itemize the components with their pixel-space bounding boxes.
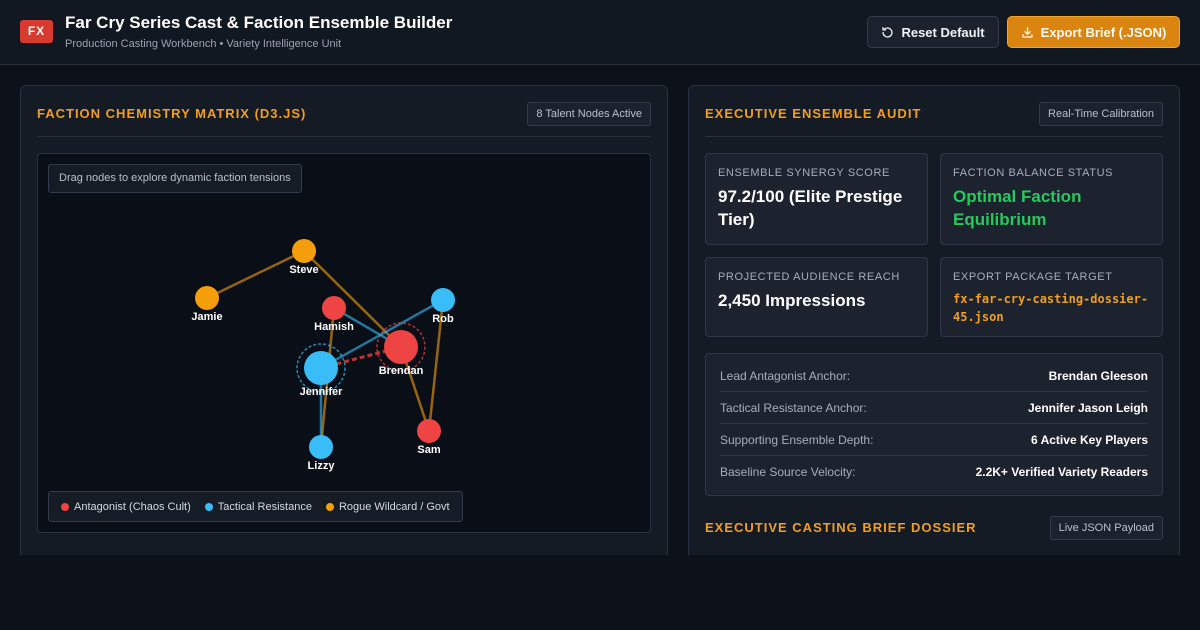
reset-default-label: Reset Default: [901, 24, 985, 40]
node-circle[interactable]: [417, 419, 441, 443]
node-circle[interactable]: [431, 288, 455, 312]
anchor-value: 6 Active Key Players: [1031, 432, 1148, 447]
node-jamie[interactable]: Jamie: [191, 286, 223, 323]
metric-label: ENSEMBLE SYNERGY SCORE: [718, 167, 890, 179]
dossier-title: EXECUTIVE CASTING BRIEF DOSSIER: [705, 520, 977, 535]
node-circle[interactable]: [384, 330, 418, 364]
node-rob[interactable]: Rob: [431, 288, 455, 325]
legend-dot: [204, 502, 213, 511]
metric-value: 2,450 Impressions: [718, 291, 866, 310]
faction-chemistry-panel: FACTION CHEMISTRY MATRIX (D3.JS) 8 Talen…: [20, 85, 668, 555]
anchor-value: 2.2K+ Verified Variety Readers: [975, 465, 1148, 479]
export-target-card: EXPORT PACKAGE TARGET fx-far-cry-casting…: [940, 257, 1163, 337]
metric-label: EXPORT PACKAGE TARGET: [953, 271, 1113, 283]
json-payload-badge: Live JSON Payload: [1049, 516, 1163, 540]
link-steve-jamie: [206, 249, 305, 300]
node-hamish[interactable]: Hamish: [314, 296, 354, 333]
legend-label: Tactical Resistance: [217, 500, 312, 513]
metric-label: FACTION BALANCE STATUS: [953, 167, 1114, 179]
metric-value: 97.2/100 (Elite Prestige Tier): [718, 187, 903, 229]
legend-item-tactical: Tactical Resistance: [204, 500, 312, 513]
anchor-label: Tactical Resistance Anchor:: [720, 400, 867, 415]
lead-ring: [296, 343, 346, 393]
faction-balance-card: FACTION BALANCE STATUS Optimal Faction E…: [940, 153, 1163, 245]
talent-nodes-badge: 8 Talent Nodes Active: [527, 102, 651, 126]
node-brendan[interactable]: Brendan: [376, 322, 426, 377]
export-brief-button[interactable]: Export Brief (.JSON): [1007, 16, 1180, 48]
anchor-label: Lead Antagonist Anchor:: [720, 368, 851, 383]
anchor-label: Supporting Ensemble Depth:: [720, 432, 874, 447]
node-circle[interactable]: [309, 435, 333, 459]
node-label: Jennifer: [300, 386, 344, 398]
node-lizzy[interactable]: Lizzy: [308, 435, 336, 472]
node-label: Hamish: [314, 321, 354, 333]
node-circle[interactable]: [292, 239, 316, 263]
node-label: Lizzy: [308, 460, 336, 472]
reset-default-button[interactable]: Reset Default: [867, 16, 999, 48]
anchor-row: Lead Antagonist Anchor: Brendan Gleeson: [720, 360, 1148, 392]
node-label: Jamie: [191, 311, 222, 323]
node-sam[interactable]: Sam: [417, 419, 441, 456]
node-label: Steve: [289, 264, 318, 276]
node-circle[interactable]: [322, 296, 346, 320]
node-circle[interactable]: [304, 351, 338, 385]
lead-ring: [376, 322, 426, 372]
download-icon: [1022, 26, 1033, 38]
app-subtitle: Production Casting Workbench • Variety I…: [65, 38, 342, 50]
anchor-value: Jennifer Jason Leigh: [1027, 400, 1148, 415]
metric-value: fx-far-cry-casting-dossier-45.json: [953, 292, 1149, 324]
legend-label: Rogue Wildcard / Govt: [338, 500, 450, 513]
graph-hint: Drag nodes to explore dynamic faction te…: [48, 164, 302, 193]
node-label: Sam: [417, 444, 440, 456]
faction-legend: Antagonist (Chaos Cult) Tactical Resista…: [48, 491, 463, 522]
node-circle[interactable]: [195, 286, 219, 310]
anchor-row: Tactical Resistance Anchor: Jennifer Jas…: [720, 392, 1148, 424]
calibration-badge: Real-Time Calibration: [1039, 102, 1163, 126]
network-graph-svg[interactable]: Steve Jamie Hamish Rob Brendan Jennifer Lizzy S…: [38, 154, 651, 533]
faction-graph[interactable]: Steve Jamie Hamish Rob Brendan Jennifer Lizzy S…: [37, 153, 651, 533]
anchor-row: Supporting Ensemble Depth: 6 Active Key …: [720, 424, 1148, 456]
metric-value: Optimal Faction Equilibrium: [953, 187, 1082, 229]
anchor-value: Brendan Gleeson: [1048, 368, 1148, 383]
legend-label: Antagonist (Chaos Cult): [74, 500, 191, 513]
divider: [705, 136, 1163, 137]
panel-title: FACTION CHEMISTRY MATRIX (D3.JS): [37, 106, 307, 121]
app-title: Far Cry Series Cast & Faction Ensemble B…: [65, 13, 453, 32]
audience-reach-card: PROJECTED AUDIENCE REACH 2,450 Impressio…: [705, 257, 928, 337]
export-brief-label: Export Brief (.JSON): [1040, 24, 1167, 40]
panel-title: EXECUTIVE ENSEMBLE AUDIT: [705, 106, 922, 121]
node-label: Brendan: [379, 365, 424, 377]
node-jennifer[interactable]: Jennifer: [296, 343, 346, 398]
metric-label: PROJECTED AUDIENCE REACH: [718, 271, 900, 283]
legend-item-rogue: Rogue Wildcard / Govt: [325, 500, 450, 513]
synergy-score-card: ENSEMBLE SYNERGY SCORE 97.2/100 (Elite P…: [705, 153, 928, 245]
node-label: Rob: [432, 313, 454, 325]
app-header: FX Far Cry Series Cast & Faction Ensembl…: [0, 0, 1200, 65]
refresh-icon: [882, 26, 894, 38]
app-logo: FX: [20, 20, 53, 43]
anchor-label: Baseline Source Velocity:: [720, 465, 856, 479]
ensemble-audit-panel: EXECUTIVE ENSEMBLE AUDIT Real-Time Calib…: [688, 85, 1180, 555]
node-steve[interactable]: Steve: [289, 239, 319, 276]
legend-item-antagonist: Antagonist (Chaos Cult): [61, 501, 191, 513]
anchor-row: Baseline Source Velocity: 2.2K+ Verified…: [720, 456, 1148, 488]
divider: [37, 136, 651, 137]
link-rob-sam: [427, 299, 445, 432]
legend-dot: [61, 502, 69, 511]
legend-dot: [325, 502, 334, 511]
anchor-summary: Lead Antagonist Anchor: Brendan Gleeson …: [705, 353, 1163, 496]
